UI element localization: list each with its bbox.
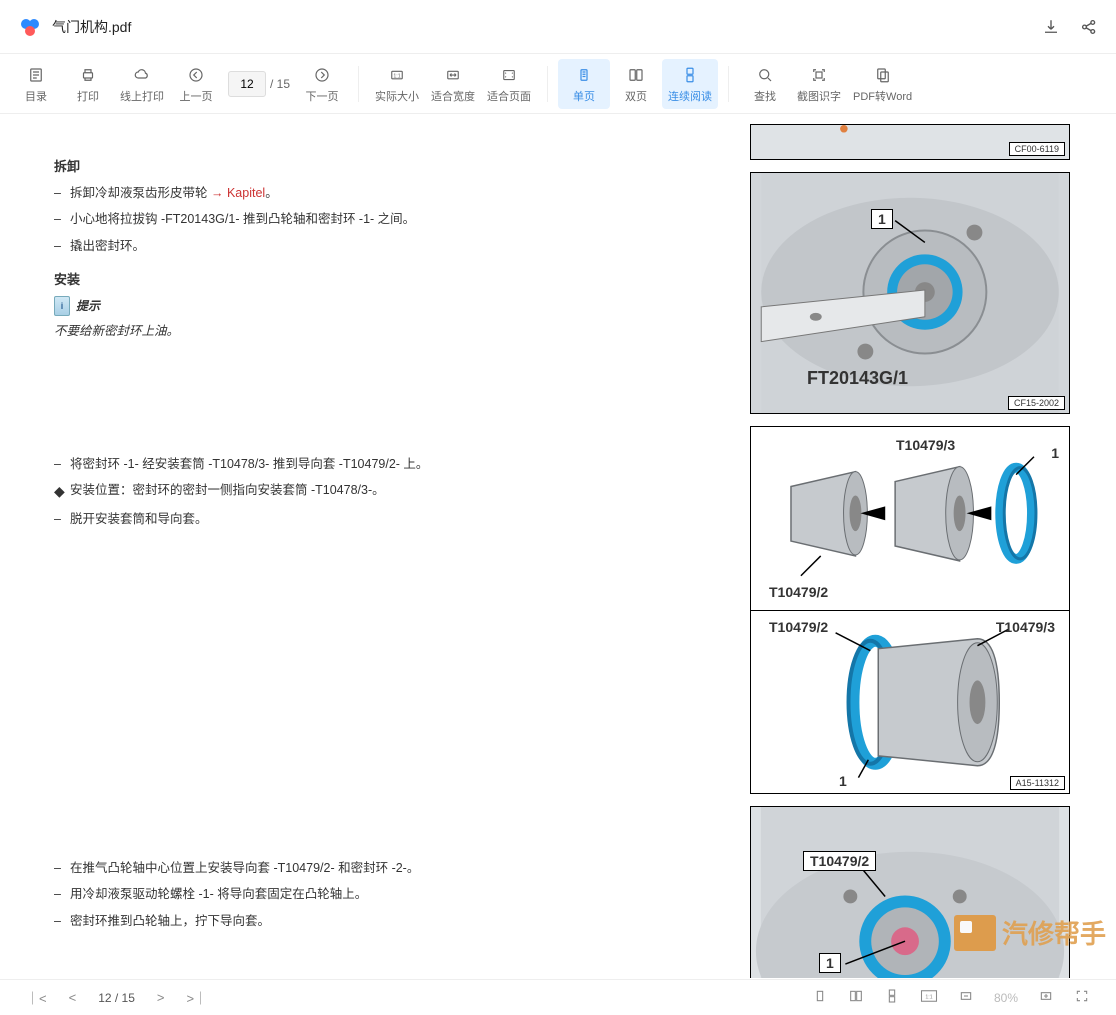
section-disassembly: 拆卸 bbox=[54, 156, 720, 175]
diagram-4: T10479/2 1 bbox=[750, 806, 1070, 978]
footer-single-icon[interactable] bbox=[812, 988, 828, 1007]
tool-next-page[interactable]: 下一页 bbox=[296, 59, 348, 109]
label-b2: T10479/3 bbox=[996, 619, 1055, 635]
label-1: 1 bbox=[1051, 445, 1059, 461]
watermark: 汽修帮手 bbox=[954, 914, 1106, 951]
footer-zoom-value: 80% bbox=[994, 991, 1018, 1005]
line: ◆安装位置：密封环的密封一侧指向安装套筒 -T10478/3-。 bbox=[54, 480, 720, 504]
line: –脱开安装套筒和导向套。 bbox=[54, 509, 720, 530]
footer-bar: ｜< < 12 / 15 > >｜ 1:1 80% bbox=[0, 979, 1116, 1015]
tool-toc[interactable]: 目录 bbox=[10, 59, 62, 109]
pdf2word-icon bbox=[874, 64, 892, 86]
line: –撬出密封环。 bbox=[54, 236, 720, 257]
tool-online-print[interactable]: 线上打印 bbox=[114, 59, 170, 109]
content-area: 拆卸 –拆卸冷却液泵齿形皮带轮 → Kapitel。 –小心地将拉拔钩 -FT2… bbox=[0, 114, 1116, 979]
toolbar-separator bbox=[547, 66, 548, 102]
footer-continuous-icon[interactable] bbox=[884, 988, 900, 1007]
tool-print[interactable]: 打印 bbox=[62, 59, 114, 109]
note-text: 不要给新密封环上油。 bbox=[54, 320, 720, 339]
diagram-label: CF00-6119 bbox=[1009, 142, 1065, 156]
toolbar-separator bbox=[728, 66, 729, 102]
line: –将密封环 -1- 经安装套筒 -T10478/3- 推到导向套 -T10479… bbox=[54, 454, 720, 475]
actual-size-icon: 1:1 bbox=[388, 64, 406, 86]
page-total: / 15 bbox=[270, 77, 290, 91]
tool-fit-width[interactable]: 适合宽度 bbox=[425, 59, 481, 109]
label-t2: T10479/3 bbox=[896, 437, 955, 453]
print-icon bbox=[79, 64, 97, 86]
watermark-logo-icon bbox=[954, 915, 996, 951]
toolbar-separator bbox=[358, 66, 359, 102]
line: –拆卸冷却液泵齿形皮带轮 → Kapitel。 bbox=[54, 183, 720, 204]
page-input[interactable] bbox=[228, 71, 266, 97]
tool-fit-page[interactable]: 适合页面 bbox=[481, 59, 537, 109]
first-page-btn[interactable]: ｜< bbox=[26, 988, 47, 1007]
footer-fullscreen-icon[interactable] bbox=[1074, 988, 1090, 1007]
document-text-column: 拆卸 –拆卸冷却液泵齿形皮带轮 → Kapitel。 –小心地将拉拔钩 -FT2… bbox=[0, 114, 750, 979]
section-install: 安装 bbox=[54, 269, 720, 288]
diagram-1: CF00-6119 bbox=[750, 124, 1070, 160]
diagram-label: CF15-2002 bbox=[1008, 396, 1065, 410]
d4-label-t: T10479/2 bbox=[803, 851, 876, 871]
footer-1to1-icon[interactable]: 1:1 bbox=[920, 989, 938, 1006]
next-page-btn[interactable]: > bbox=[157, 990, 165, 1005]
double-page-icon bbox=[627, 64, 645, 86]
prev-page-btn[interactable]: < bbox=[69, 990, 77, 1005]
ocr-icon bbox=[810, 64, 828, 86]
line: –密封环推到凸轮轴上，拧下导向套。 bbox=[54, 911, 720, 932]
app-logo-icon bbox=[18, 15, 42, 39]
tool-continuous[interactable]: 连续阅读 bbox=[662, 59, 718, 109]
diagram-label: A15-11312 bbox=[1010, 776, 1065, 790]
line: –用冷却液泵驱动轮螺栓 -1- 将导向套固定在凸轮轴上。 bbox=[54, 884, 720, 905]
tool-label: FT20143G/1 bbox=[807, 368, 908, 389]
label-b1: T10479/2 bbox=[769, 619, 828, 635]
tool-ocr[interactable]: 截图识字 bbox=[791, 59, 847, 109]
kapitel-link[interactable]: → Kapitel bbox=[211, 186, 265, 200]
tool-pdf2word[interactable]: PDF转Word bbox=[847, 59, 918, 109]
tool-double-page[interactable]: 双页 bbox=[610, 59, 662, 109]
prev-page-icon bbox=[187, 64, 205, 86]
note-icon bbox=[54, 296, 70, 316]
diagram-3: T10479/3 1 T10479/2 T10479/2 T10479/3 1 bbox=[750, 426, 1070, 794]
svg-text:1:1: 1:1 bbox=[393, 73, 400, 79]
tool-actual-size[interactable]: 1:1 实际大小 bbox=[369, 59, 425, 109]
tool-search[interactable]: 查找 bbox=[739, 59, 791, 109]
next-page-icon bbox=[313, 64, 331, 86]
tool-prev-page[interactable]: 上一页 bbox=[170, 59, 222, 109]
footer-zoom-in-icon[interactable] bbox=[1038, 988, 1054, 1007]
page-input-group: / 15 bbox=[228, 71, 290, 97]
download-icon[interactable] bbox=[1042, 18, 1060, 36]
line: –在推气凸轮轴中心位置上安装导向套 -T10479/2- 和密封环 -2-。 bbox=[54, 858, 720, 879]
search-icon bbox=[756, 64, 774, 86]
diagram-2: 1 FT20143G/1 CF15-2002 bbox=[750, 172, 1070, 414]
fit-width-icon bbox=[444, 64, 462, 86]
toc-icon bbox=[27, 64, 45, 86]
footer-zoom-out-icon[interactable] bbox=[958, 988, 974, 1007]
note-header: 提示 bbox=[54, 296, 720, 316]
fit-page-icon bbox=[500, 64, 518, 86]
tool-single-page[interactable]: 单页 bbox=[558, 59, 610, 109]
share-icon[interactable] bbox=[1080, 18, 1098, 36]
d4-callout-1: 1 bbox=[819, 953, 841, 973]
footer-double-icon[interactable] bbox=[848, 988, 864, 1007]
header-bar: 气门机构.pdf bbox=[0, 0, 1116, 54]
svg-text:1:1: 1:1 bbox=[925, 994, 932, 1000]
label-b3: 1 bbox=[839, 773, 847, 789]
note-label: 提示 bbox=[76, 297, 100, 314]
last-page-btn[interactable]: >｜ bbox=[186, 988, 207, 1007]
file-title: 气门机构.pdf bbox=[52, 17, 1042, 37]
toolbar: 目录 打印 线上打印 上一页 / 15 下一页 1:1 实际大小 适合宽度 适合… bbox=[0, 54, 1116, 114]
diagram-column: CF00-6119 1 FT20143G/1 bbox=[750, 114, 1090, 979]
cloud-print-icon bbox=[133, 64, 151, 86]
callout-1: 1 bbox=[871, 209, 893, 229]
line: –小心地将拉拔钩 -FT20143G/1- 推到凸轮轴和密封环 -1- 之间。 bbox=[54, 209, 720, 230]
label-t1: T10479/2 bbox=[769, 584, 828, 600]
single-page-icon bbox=[575, 64, 593, 86]
continuous-icon bbox=[681, 64, 699, 86]
footer-page-display: 12 / 15 bbox=[98, 991, 135, 1005]
